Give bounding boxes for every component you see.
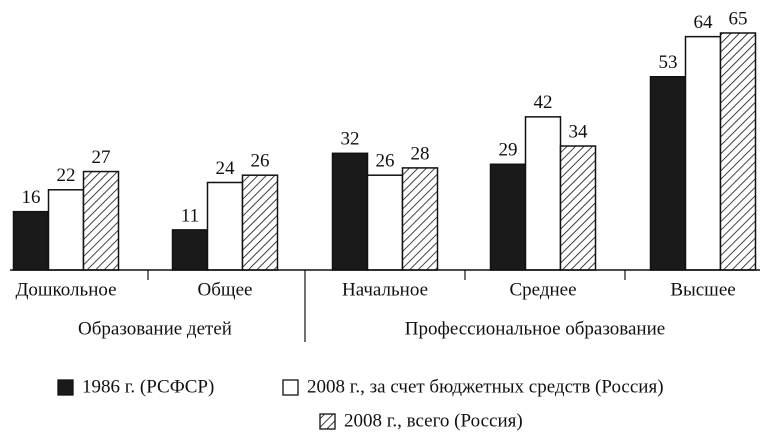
bar bbox=[241, 174, 279, 271]
value-label: 64 bbox=[694, 12, 714, 33]
legend-swatch bbox=[57, 379, 74, 396]
bar bbox=[47, 189, 85, 271]
value-label: 26 bbox=[376, 151, 395, 172]
value-label: 11 bbox=[181, 205, 199, 226]
value-label: 22 bbox=[57, 165, 76, 186]
legend-label: 1986 г. (РСФСР) bbox=[82, 376, 214, 397]
bar bbox=[331, 152, 369, 271]
legend-label: 2008 г., за счет бюджетных средств (Росс… bbox=[307, 376, 664, 397]
bar bbox=[559, 145, 597, 271]
value-label: 34 bbox=[569, 121, 589, 142]
value-label: 27 bbox=[92, 147, 111, 168]
value-label: 24 bbox=[216, 158, 236, 179]
bar bbox=[489, 163, 527, 271]
category-label: Высшее bbox=[670, 279, 735, 300]
value-label: 29 bbox=[499, 140, 518, 161]
bar bbox=[206, 181, 244, 271]
value-label: 42 bbox=[534, 92, 553, 113]
value-label: 28 bbox=[411, 143, 430, 164]
value-label: 65 bbox=[729, 8, 748, 29]
bar bbox=[401, 167, 439, 271]
legend-swatch bbox=[319, 413, 336, 430]
value-label: 16 bbox=[22, 187, 41, 208]
category-label: Начальное bbox=[342, 279, 428, 300]
category-label: Дошкольное bbox=[15, 279, 116, 300]
bar bbox=[649, 76, 687, 271]
group-label: Образование детей bbox=[78, 318, 232, 339]
value-label: 26 bbox=[251, 151, 270, 172]
bar bbox=[12, 210, 50, 271]
group-label: Профессиональное образование bbox=[405, 318, 665, 339]
value-label: 32 bbox=[341, 129, 360, 150]
value-label: 53 bbox=[659, 52, 678, 73]
legend-swatch bbox=[282, 379, 299, 396]
bar bbox=[171, 229, 209, 271]
bar bbox=[82, 170, 120, 271]
legend-label: 2008 г., всего (Россия) bbox=[344, 410, 523, 431]
bar bbox=[719, 32, 757, 271]
category-label: Среднее bbox=[509, 279, 576, 300]
category-label: Общее bbox=[198, 279, 253, 300]
bar bbox=[366, 174, 404, 271]
bar bbox=[684, 35, 722, 271]
bar bbox=[524, 116, 562, 271]
